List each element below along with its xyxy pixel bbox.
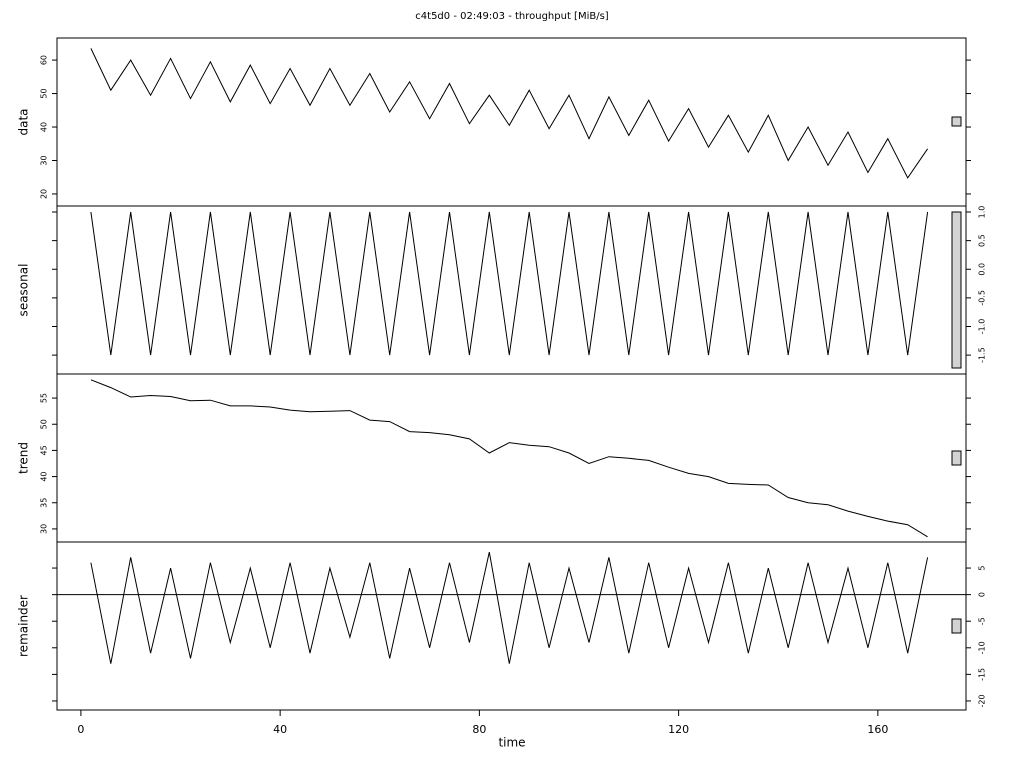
y-tick-label: 30 (40, 155, 49, 165)
x-axis-label: time (498, 736, 525, 750)
scale-bar (951, 450, 962, 466)
panel-frame (56, 541, 967, 711)
y-tick-label: -5 (978, 617, 987, 625)
x-tick-label: 40 (273, 723, 287, 736)
y-tick-label: 1.0 (978, 206, 987, 219)
y-axis-label: remainder (17, 595, 31, 657)
y-tick-label: -20 (978, 694, 987, 707)
y-axis-label: data (17, 108, 31, 135)
y-tick-label: 60 (40, 55, 49, 65)
y-tick-label: 45 (40, 445, 49, 455)
scale-bar (951, 211, 962, 369)
x-tick-label: 0 (77, 723, 84, 736)
series-line (90, 551, 929, 664)
series-line (90, 379, 928, 538)
y-tick-label: -10 (978, 641, 987, 654)
x-tick-label: 160 (867, 723, 888, 736)
series-line (90, 211, 929, 356)
y-tick-label: 0.0 (978, 263, 987, 276)
y-tick-label: -0.5 (978, 290, 987, 306)
y-tick-label: 0 (978, 592, 987, 597)
y-tick-label: 30 (40, 524, 49, 534)
scale-bar (951, 116, 962, 127)
y-tick-label: 40 (40, 122, 49, 132)
y-tick-label: 0.5 (978, 234, 987, 247)
y-axis-label: trend (17, 442, 31, 474)
x-tick-label: 80 (472, 723, 486, 736)
y-tick-label: 50 (40, 419, 49, 429)
series-line (90, 48, 929, 179)
y-tick-label: -15 (978, 668, 987, 681)
y-tick-label: -1.0 (978, 319, 987, 335)
y-tick-label: -1.5 (978, 347, 987, 363)
y-tick-label: 35 (40, 498, 49, 508)
panel-frame (56, 373, 967, 543)
y-tick-label: 55 (40, 393, 49, 403)
scale-bar (951, 618, 962, 634)
panel-frame (56, 205, 967, 375)
y-tick-label: 5 (978, 566, 987, 571)
y-axis-label: seasonal (17, 264, 31, 317)
x-tick-label: 120 (668, 723, 689, 736)
chart-title: c4t5d0 - 02:49:03 - throughput [MiB/s] (415, 11, 609, 22)
y-tick-label: 50 (40, 88, 49, 98)
y-tick-label: 20 (40, 189, 49, 199)
y-tick-label: 40 (40, 471, 49, 481)
